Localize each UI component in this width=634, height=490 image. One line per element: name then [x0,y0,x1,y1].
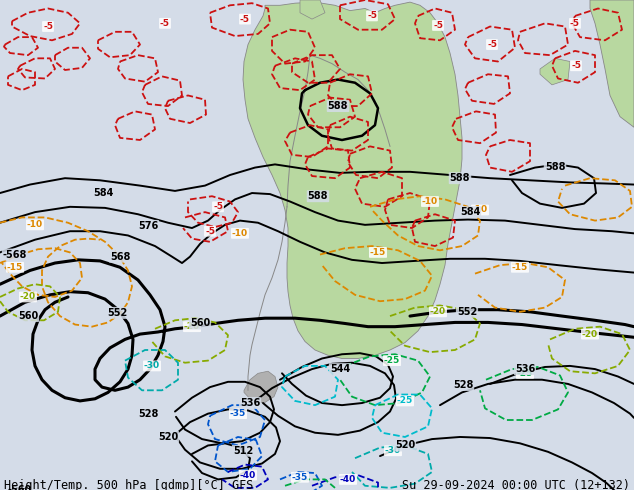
Text: -40: -40 [240,471,256,480]
Text: 576: 576 [138,221,158,231]
Text: -10: -10 [27,220,43,229]
Text: 552: 552 [107,308,127,318]
Text: -15: -15 [7,263,23,272]
Text: 588: 588 [545,162,566,172]
Text: -20: -20 [582,330,598,339]
Polygon shape [243,2,462,359]
Text: 560: 560 [18,311,38,321]
Text: Su 29-09-2024 00:00 UTC (12+132): Su 29-09-2024 00:00 UTC (12+132) [402,479,630,490]
Text: -568: -568 [3,249,27,260]
Text: 588: 588 [307,191,328,201]
Text: Height/Temp. 500 hPa [gdmp][°C] GFS: Height/Temp. 500 hPa [gdmp][°C] GFS [4,479,254,490]
Text: -40: -40 [340,475,356,484]
Text: -5: -5 [487,40,497,49]
Text: -560: -560 [8,485,32,490]
Text: 544: 544 [330,364,350,374]
Text: -25: -25 [384,356,400,365]
Text: -20: -20 [430,307,446,317]
Text: -20: -20 [20,293,36,301]
Text: 560: 560 [190,318,210,328]
Text: -35: -35 [292,473,308,482]
Text: -5: -5 [160,19,170,28]
Text: -30: -30 [144,362,160,370]
Text: -5: -5 [570,19,580,28]
Text: -15: -15 [370,248,386,257]
Text: 584: 584 [460,207,480,217]
Text: -25: -25 [397,396,413,405]
Text: -25: -25 [517,369,533,378]
Text: 520: 520 [395,441,415,450]
Text: -5: -5 [43,22,53,31]
Text: 584: 584 [93,188,113,198]
Text: -10: -10 [472,205,488,215]
Text: 536: 536 [240,398,260,408]
Text: -15: -15 [512,263,528,272]
Text: -10: -10 [232,229,248,238]
Text: 552: 552 [457,307,477,317]
Text: 528: 528 [138,409,158,418]
Text: -5: -5 [367,11,377,21]
Text: 520: 520 [158,432,178,442]
Text: -35: -35 [230,409,246,418]
Text: 568: 568 [110,252,130,262]
Text: -20: -20 [184,322,200,331]
Polygon shape [300,0,325,19]
Text: 512: 512 [233,446,253,456]
Text: -5: -5 [240,15,250,24]
Text: -5: -5 [213,202,223,211]
Text: -5: -5 [205,227,215,236]
Text: 528: 528 [453,380,473,390]
Text: -30: -30 [385,446,401,455]
Polygon shape [590,0,634,127]
Text: 588: 588 [328,101,348,111]
Text: -10: -10 [422,197,438,206]
Text: -5: -5 [433,21,443,30]
Text: 536: 536 [515,364,535,374]
Text: -5: -5 [571,61,581,70]
Text: 588: 588 [450,173,470,183]
Polygon shape [540,58,570,85]
Polygon shape [244,371,278,403]
